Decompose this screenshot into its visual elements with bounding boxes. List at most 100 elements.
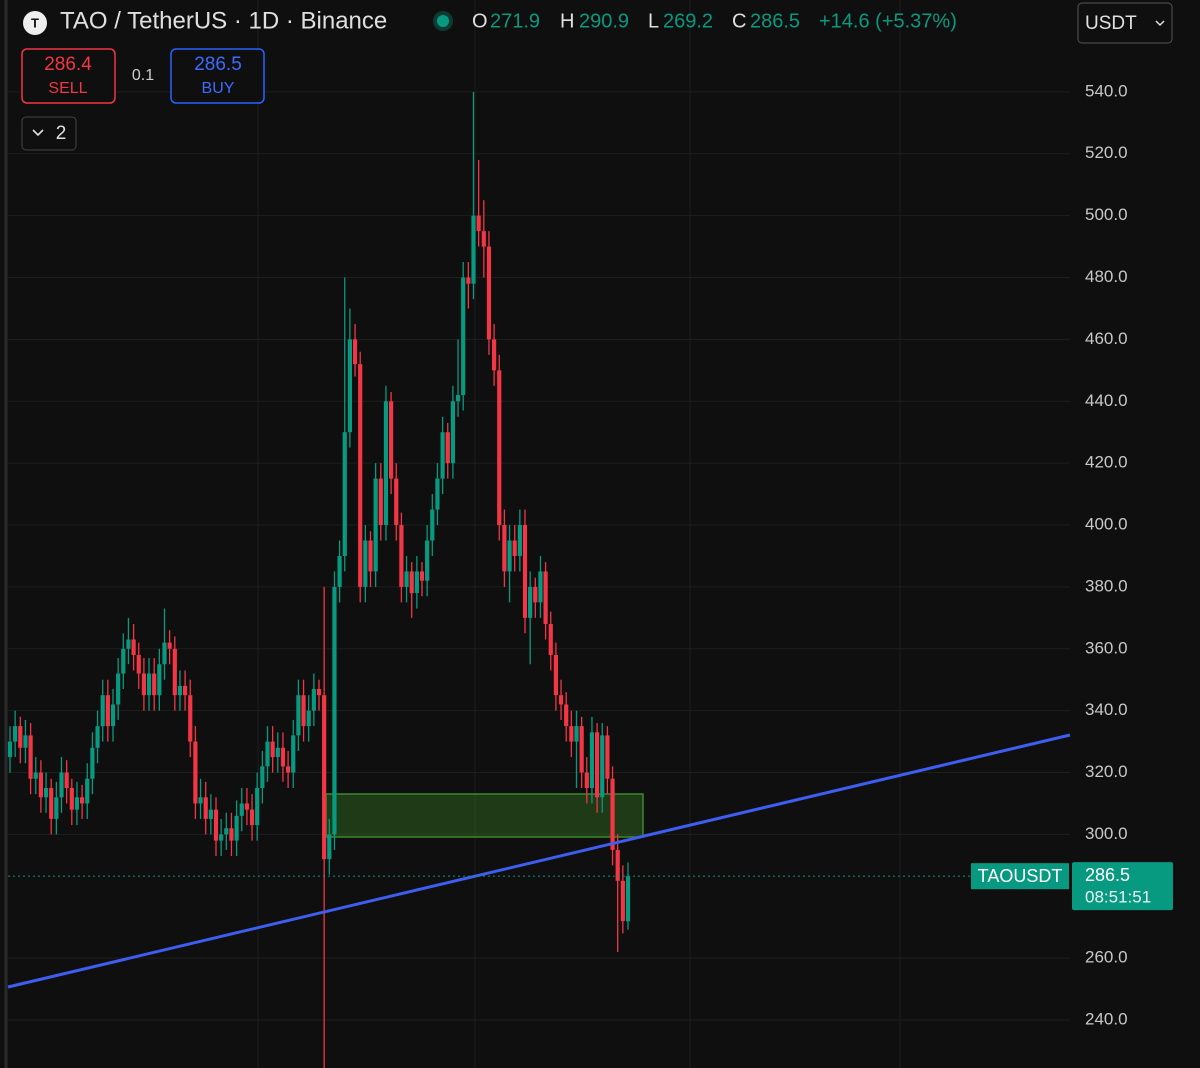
candle-body — [203, 797, 208, 819]
zone-box — [325, 793, 644, 838]
candle-body — [548, 624, 553, 655]
y-tick-label: 480.0 — [1085, 267, 1128, 286]
candle-body — [95, 726, 100, 748]
candle-body — [229, 828, 234, 841]
candle-body — [162, 642, 167, 665]
candle-body — [110, 704, 116, 727]
candle-body — [208, 809, 213, 819]
candle-body — [183, 685, 188, 696]
symbol-tag — [971, 863, 1069, 890]
quantity: 0.1 — [132, 67, 154, 84]
candle-body — [64, 772, 69, 789]
price-tag — [1072, 862, 1173, 911]
y-tick-label: 540.0 — [1085, 81, 1128, 100]
symbol-icon — [23, 11, 47, 35]
status-dot — [437, 15, 449, 27]
candle-body — [43, 788, 49, 798]
candle-body — [352, 339, 358, 365]
candle-body — [131, 639, 136, 655]
y-tick-label: 440.0 — [1085, 391, 1128, 410]
candle-body — [59, 772, 64, 798]
candles — [7, 91, 631, 1068]
currency-select[interactable] — [1077, 2, 1173, 44]
y-tick-label: 420.0 — [1085, 453, 1128, 472]
candle-body — [136, 654, 141, 674]
candle-body — [327, 834, 332, 860]
candle-body — [507, 540, 512, 572]
candle-body — [419, 571, 425, 581]
sell-button[interactable] — [21, 48, 116, 104]
y-tick-label: 380.0 — [1085, 576, 1128, 595]
candle-body — [198, 797, 203, 804]
symbol-icon-glyph: T — [31, 15, 39, 30]
chart-title: TAO / TetherUS · 1D · Binance — [60, 7, 387, 34]
candle-body — [146, 673, 152, 696]
buy-price[interactable]: 286.5 — [194, 54, 242, 75]
toggle-caret — [32, 129, 44, 137]
candle-body — [558, 695, 564, 705]
candle-body — [528, 586, 533, 618]
candle-body — [306, 710, 311, 727]
candle-body — [620, 880, 625, 922]
indicators-toggle[interactable] — [21, 116, 77, 151]
candle-body — [332, 586, 337, 835]
candle-body — [260, 766, 265, 789]
candle-body — [152, 673, 157, 696]
candle-body — [440, 432, 445, 479]
candle-body — [270, 741, 275, 758]
change: +14.6 (+5.37%) — [819, 10, 957, 32]
candle-body — [574, 726, 579, 742]
sell-label[interactable]: SELL — [48, 80, 87, 97]
candle-body — [100, 695, 105, 727]
candle-body — [430, 509, 435, 541]
candle-body — [337, 555, 342, 587]
symbol-tag-text: TAOUSDT — [978, 866, 1063, 886]
candle-body — [409, 571, 414, 594]
candle-body — [167, 642, 172, 649]
candle-body — [177, 685, 183, 696]
candle-body — [455, 395, 461, 402]
ohlc-value: 271.9 — [490, 10, 540, 32]
y-tick-label: 340.0 — [1085, 700, 1128, 719]
candle-body — [18, 726, 23, 748]
candle-body — [450, 401, 455, 464]
candle-body — [471, 215, 476, 284]
indicator-count[interactable]: 2 — [56, 123, 67, 144]
candle-body — [105, 695, 110, 727]
candle-body — [23, 735, 28, 748]
candle-body — [389, 401, 394, 479]
candle-body — [69, 788, 74, 810]
candle-body — [121, 648, 126, 674]
candle-body — [404, 571, 409, 587]
candle-body — [74, 797, 80, 810]
ohlc-value: 269.2 — [663, 10, 713, 32]
buy-label[interactable]: BUY — [202, 80, 235, 97]
candle-body — [399, 525, 404, 587]
candle-body — [502, 525, 507, 572]
candle-body — [291, 735, 296, 773]
candle-body — [600, 735, 605, 798]
candle-body — [492, 339, 497, 371]
y-tick-label: 240.0 — [1085, 1010, 1128, 1029]
candle-body — [579, 726, 584, 773]
buy-button[interactable] — [170, 48, 265, 104]
y-tick-label: 400.0 — [1085, 515, 1128, 534]
y-tick-label: 360.0 — [1085, 638, 1128, 657]
candle-body — [188, 695, 193, 742]
candle-body — [358, 364, 363, 587]
y-tick-label: 320.0 — [1085, 762, 1128, 781]
candle-body — [445, 432, 450, 464]
currency[interactable]: USDT — [1085, 13, 1137, 34]
candle-body — [569, 726, 574, 742]
sell-price[interactable]: 286.4 — [44, 54, 92, 75]
candle-body — [553, 654, 558, 696]
y-tick-label: 500.0 — [1085, 205, 1128, 224]
candle-body — [90, 747, 95, 779]
candle-body — [126, 639, 131, 649]
candle-body — [373, 478, 378, 572]
candle-body — [157, 664, 162, 696]
candle-body — [368, 540, 373, 572]
